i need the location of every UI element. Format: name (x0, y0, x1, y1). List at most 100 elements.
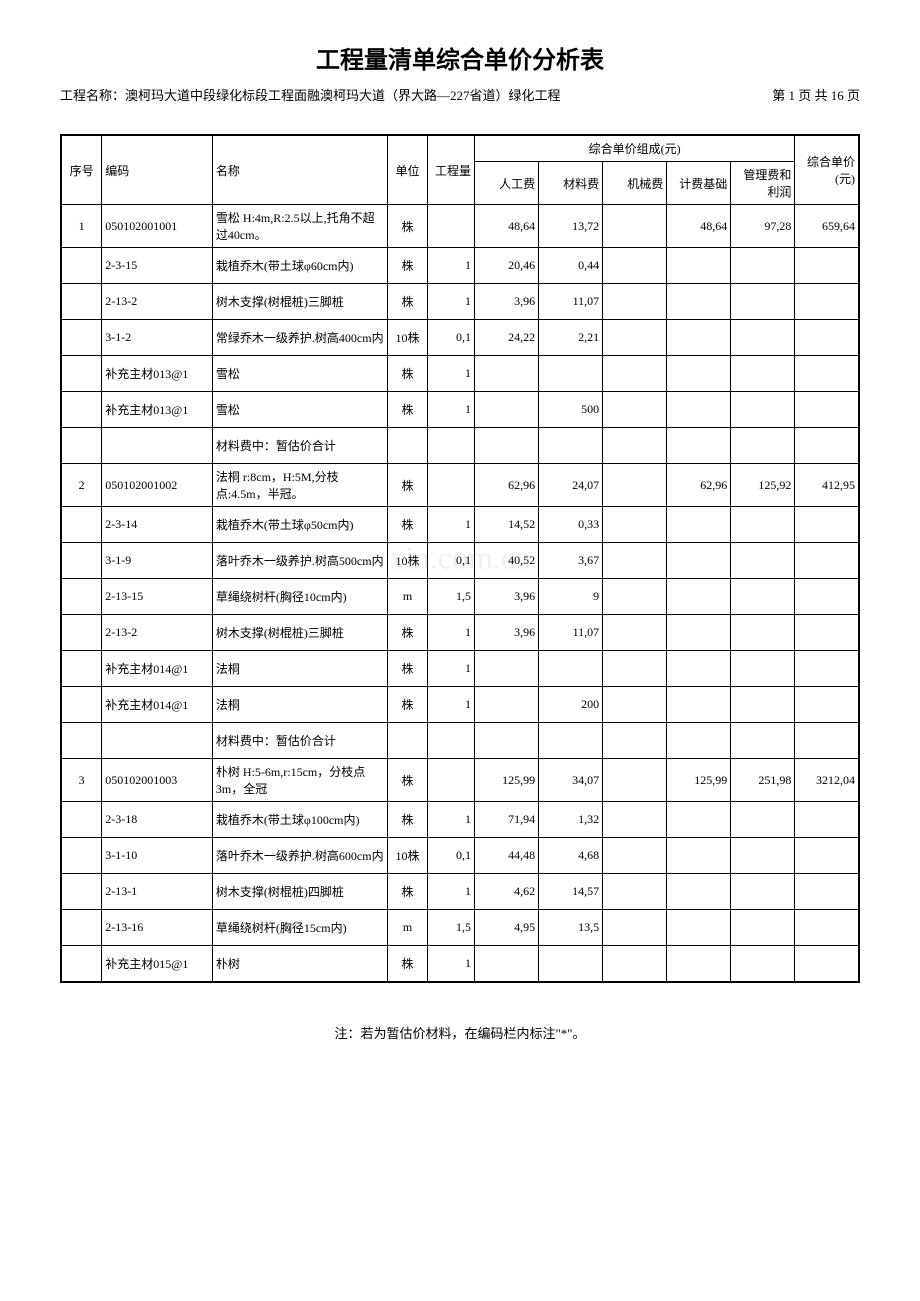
table-cell: 48,64 (667, 205, 731, 248)
table-cell: 050102001002 (102, 464, 213, 507)
table-cell (102, 428, 213, 464)
table-cell (667, 838, 731, 874)
table-cell (61, 615, 102, 651)
table-cell (667, 802, 731, 838)
table-cell (539, 946, 603, 982)
col-seq: 序号 (61, 135, 102, 205)
table-row: 2-13-2树木支撑(树棍桩)三脚桩株13,9611,07 (61, 284, 859, 320)
table-cell: 1,32 (539, 802, 603, 838)
table-row: 补充主材015@1朴树株1 (61, 946, 859, 982)
table-cell: 法桐 r:8cm，H:5M,分枝点:4.5m，半冠。 (212, 464, 387, 507)
table-cell: 草绳绕树杆(胸径15cm内) (212, 910, 387, 946)
table-cell: 3-1-2 (102, 320, 213, 356)
table-cell: 251,98 (731, 759, 795, 802)
table-cell: 3,96 (475, 615, 539, 651)
table-cell: 1 (428, 507, 475, 543)
table-cell: 株 (387, 651, 428, 687)
table-cell (539, 723, 603, 759)
table-cell: 3-1-10 (102, 838, 213, 874)
table-cell: 34,07 (539, 759, 603, 802)
table-cell (61, 356, 102, 392)
table-row: 3-1-10落叶乔木一级养护.树高600cm内10株0,144,484,68 (61, 838, 859, 874)
table-cell: 62,96 (667, 464, 731, 507)
table-cell: 栽植乔木(带土球φ60cm内) (212, 248, 387, 284)
table-cell: 朴树 H:5-6m,r:15cm，分枝点3m，全冠 (212, 759, 387, 802)
table-cell: 3,67 (539, 543, 603, 579)
table-cell (731, 910, 795, 946)
table-cell: 2-13-15 (102, 579, 213, 615)
table-cell: 9 (539, 579, 603, 615)
table-cell: 13,72 (539, 205, 603, 248)
table-cell: 125,99 (667, 759, 731, 802)
table-row: 3-1-9落叶乔木一级养护.树高500cm内10株0,140,523,67 (61, 543, 859, 579)
table-cell (731, 248, 795, 284)
table-cell: 14,57 (539, 874, 603, 910)
table-cell (428, 428, 475, 464)
table-cell (539, 651, 603, 687)
table-cell (603, 428, 667, 464)
table-cell: 71,94 (475, 802, 539, 838)
table-cell: 10株 (387, 838, 428, 874)
table-cell: m (387, 910, 428, 946)
table-cell (667, 579, 731, 615)
table-cell: 2,21 (539, 320, 603, 356)
table-cell: 200 (539, 687, 603, 723)
table-row: 2-13-15草绳绕树杆(胸径10cm内)m1,53,969 (61, 579, 859, 615)
table-row: 1050102001001雪松 H:4m,R:2.5以上,托角不超过40cm。株… (61, 205, 859, 248)
table-cell (667, 687, 731, 723)
table-cell (475, 723, 539, 759)
table-cell (667, 651, 731, 687)
table-cell (731, 507, 795, 543)
table-cell (731, 946, 795, 982)
table-cell (795, 543, 859, 579)
table-cell: 树木支撑(树棍桩)四脚桩 (212, 874, 387, 910)
table-cell: 补充主材014@1 (102, 651, 213, 687)
table-cell (603, 543, 667, 579)
table-cell: 2-3-15 (102, 248, 213, 284)
table-row: 3050102001003朴树 H:5-6m,r:15cm，分枝点3m，全冠株1… (61, 759, 859, 802)
table-cell (603, 615, 667, 651)
table-cell (61, 651, 102, 687)
footnote: 注：若为暂估价材料，在编码栏内标注"*"。 (60, 1023, 860, 1042)
table-cell: 4,62 (475, 874, 539, 910)
table-cell (61, 248, 102, 284)
table-cell (795, 428, 859, 464)
table-cell: 659,64 (795, 205, 859, 248)
table-cell: 补充主材013@1 (102, 356, 213, 392)
table-body: 1050102001001雪松 H:4m,R:2.5以上,托角不超过40cm。株… (61, 205, 859, 982)
table-cell (667, 428, 731, 464)
table-row: 补充主材013@1雪松株1 (61, 356, 859, 392)
table-row: 补充主材014@1法桐株1 (61, 651, 859, 687)
table-cell: 树木支撑(树棍桩)三脚桩 (212, 615, 387, 651)
table-cell: 050102001001 (102, 205, 213, 248)
table-cell (387, 428, 428, 464)
table-row: 补充主材013@1雪松株1500 (61, 392, 859, 428)
table-cell (61, 723, 102, 759)
table-cell (795, 723, 859, 759)
table-cell (795, 320, 859, 356)
table-cell: 材料费中：暂估价合计 (212, 723, 387, 759)
table-cell: 11,07 (539, 615, 603, 651)
table-cell (61, 284, 102, 320)
table-cell (795, 651, 859, 687)
table-cell (61, 392, 102, 428)
table-cell (603, 723, 667, 759)
table-cell: 法桐 (212, 651, 387, 687)
table-cell: 3 (61, 759, 102, 802)
table-cell: 0,44 (539, 248, 603, 284)
project-name: 工程名称：澳柯玛大道中段绿化标段工程面融澳柯玛大道（界大路—227省道）绿化工程 (60, 85, 752, 104)
table-cell: 97,28 (731, 205, 795, 248)
table-cell (475, 651, 539, 687)
table-cell: 2-3-14 (102, 507, 213, 543)
table-cell: 栽植乔木(带土球φ50cm内) (212, 507, 387, 543)
table-cell: 1 (428, 802, 475, 838)
table-cell: m (387, 579, 428, 615)
table-cell (795, 392, 859, 428)
table-cell (603, 946, 667, 982)
table-cell (731, 723, 795, 759)
col-machine: 机械费 (603, 162, 667, 205)
table-cell: 3,96 (475, 284, 539, 320)
table-cell: 0,1 (428, 320, 475, 356)
table-cell (603, 284, 667, 320)
col-unit: 单位 (387, 135, 428, 205)
